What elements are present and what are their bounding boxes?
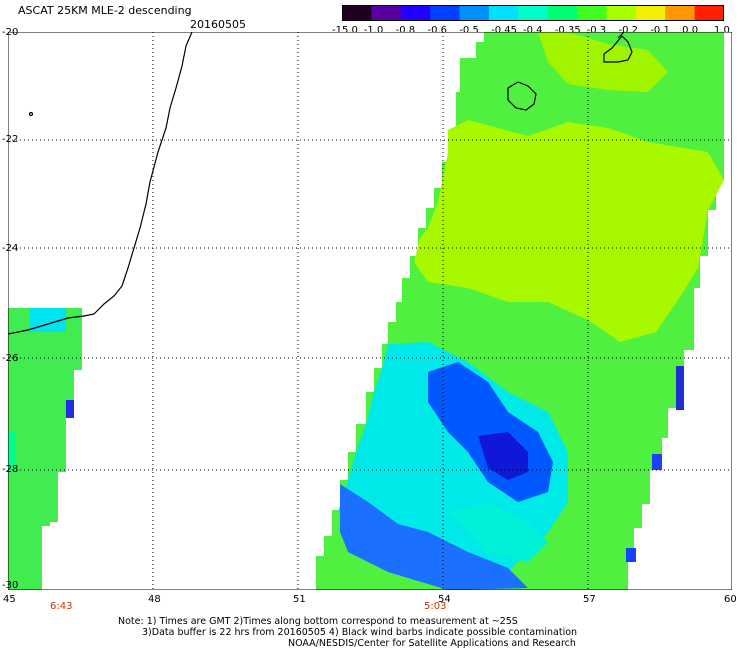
color-scale-swatch <box>459 5 490 21</box>
lon-label: 57 <box>583 594 596 605</box>
footnote: Note: 1) Times are GMT 2)Times along bot… <box>118 616 577 649</box>
color-scale-swatch <box>430 5 461 21</box>
color-scale-label: -0.4 <box>523 25 543 36</box>
lon-label: 51 <box>293 594 306 605</box>
color-scale-swatch <box>606 5 637 21</box>
west-swath-area <box>8 308 82 590</box>
product-date: 20160505 <box>190 18 246 31</box>
madagascar-coastline <box>8 32 193 335</box>
color-scale-label: -0.2 <box>618 25 639 36</box>
note-line-1: Note: 1) Times are GMT 2)Times along bot… <box>118 616 518 627</box>
color-scale-label: -1.0 <box>363 25 384 36</box>
east-edge-blue-2 <box>652 454 662 470</box>
lat-label: -24 <box>2 243 19 254</box>
lon-label: 60 <box>724 594 737 605</box>
east-blue-south <box>340 484 528 590</box>
east-cyan-south <box>448 502 548 562</box>
pass-time-west: 6:43 <box>50 601 73 612</box>
color-scale-label: 0.0 <box>682 25 699 36</box>
note-line-3: NOAA/NESDIS/Center for Satellite Applica… <box>288 638 576 649</box>
lat-label: -20 <box>2 27 19 38</box>
color-scale-swatch <box>400 5 431 21</box>
east-edge-blue <box>676 366 684 410</box>
lon-label: 54 <box>438 594 451 605</box>
lat-label: -28 <box>2 464 19 475</box>
lat-label: -26 <box>2 353 19 364</box>
color-scale-swatch <box>577 5 607 21</box>
color-scale-label: -0.1 <box>650 25 670 36</box>
east-yellowgreen-top <box>538 32 668 92</box>
east-deepblue-core <box>478 432 528 480</box>
color-scale-swatch <box>371 5 402 21</box>
note-line-2: 3)Data buffer is 22 hrs from 20160505 4)… <box>142 627 578 638</box>
lat-label: -22 <box>2 134 19 145</box>
west-light-patch <box>8 432 16 472</box>
color-scale-swatch <box>342 5 372 21</box>
coastlines <box>8 32 633 335</box>
lon-label: 45 <box>3 594 16 605</box>
color-scale-label: -0.5 <box>459 25 479 36</box>
reunion-island <box>507 81 537 111</box>
color-scale-swatch <box>547 5 578 21</box>
east-yellowgreen-region <box>414 120 724 342</box>
color-scale-label: -0.35 <box>554 25 581 36</box>
color-scale-swatch <box>665 5 696 21</box>
color-scale-label: -0.6 <box>427 25 448 36</box>
wind-map <box>8 32 732 590</box>
pass-time-east: 5:03 <box>424 601 447 612</box>
lon-label: 48 <box>148 594 161 605</box>
west-blue-patch <box>66 400 74 418</box>
color-scale-swatch <box>635 5 666 21</box>
product-title: ASCAT 25KM MLE-2 descending <box>18 4 192 17</box>
color-scale-swatch <box>488 5 519 21</box>
east-swath <box>316 32 724 590</box>
islet-marker <box>28 111 34 117</box>
lat-label: -30 <box>2 580 19 591</box>
color-scale-label: 1.0 <box>714 25 730 36</box>
color-scale-swatch <box>518 5 549 21</box>
east-edge-blue-3 <box>626 548 636 562</box>
mauritius-island <box>603 32 633 63</box>
color-scale-label: -15.0 <box>332 25 358 36</box>
color-scale-swatch <box>694 5 724 21</box>
color-scale-bar <box>342 5 724 21</box>
color-scale-label: -0.3 <box>586 25 607 36</box>
color-scale-label: -0.45 <box>491 25 518 36</box>
color-scale-label: -0.8 <box>395 25 416 36</box>
lat-lon-grid <box>8 32 732 590</box>
color-scale-border <box>342 5 724 21</box>
